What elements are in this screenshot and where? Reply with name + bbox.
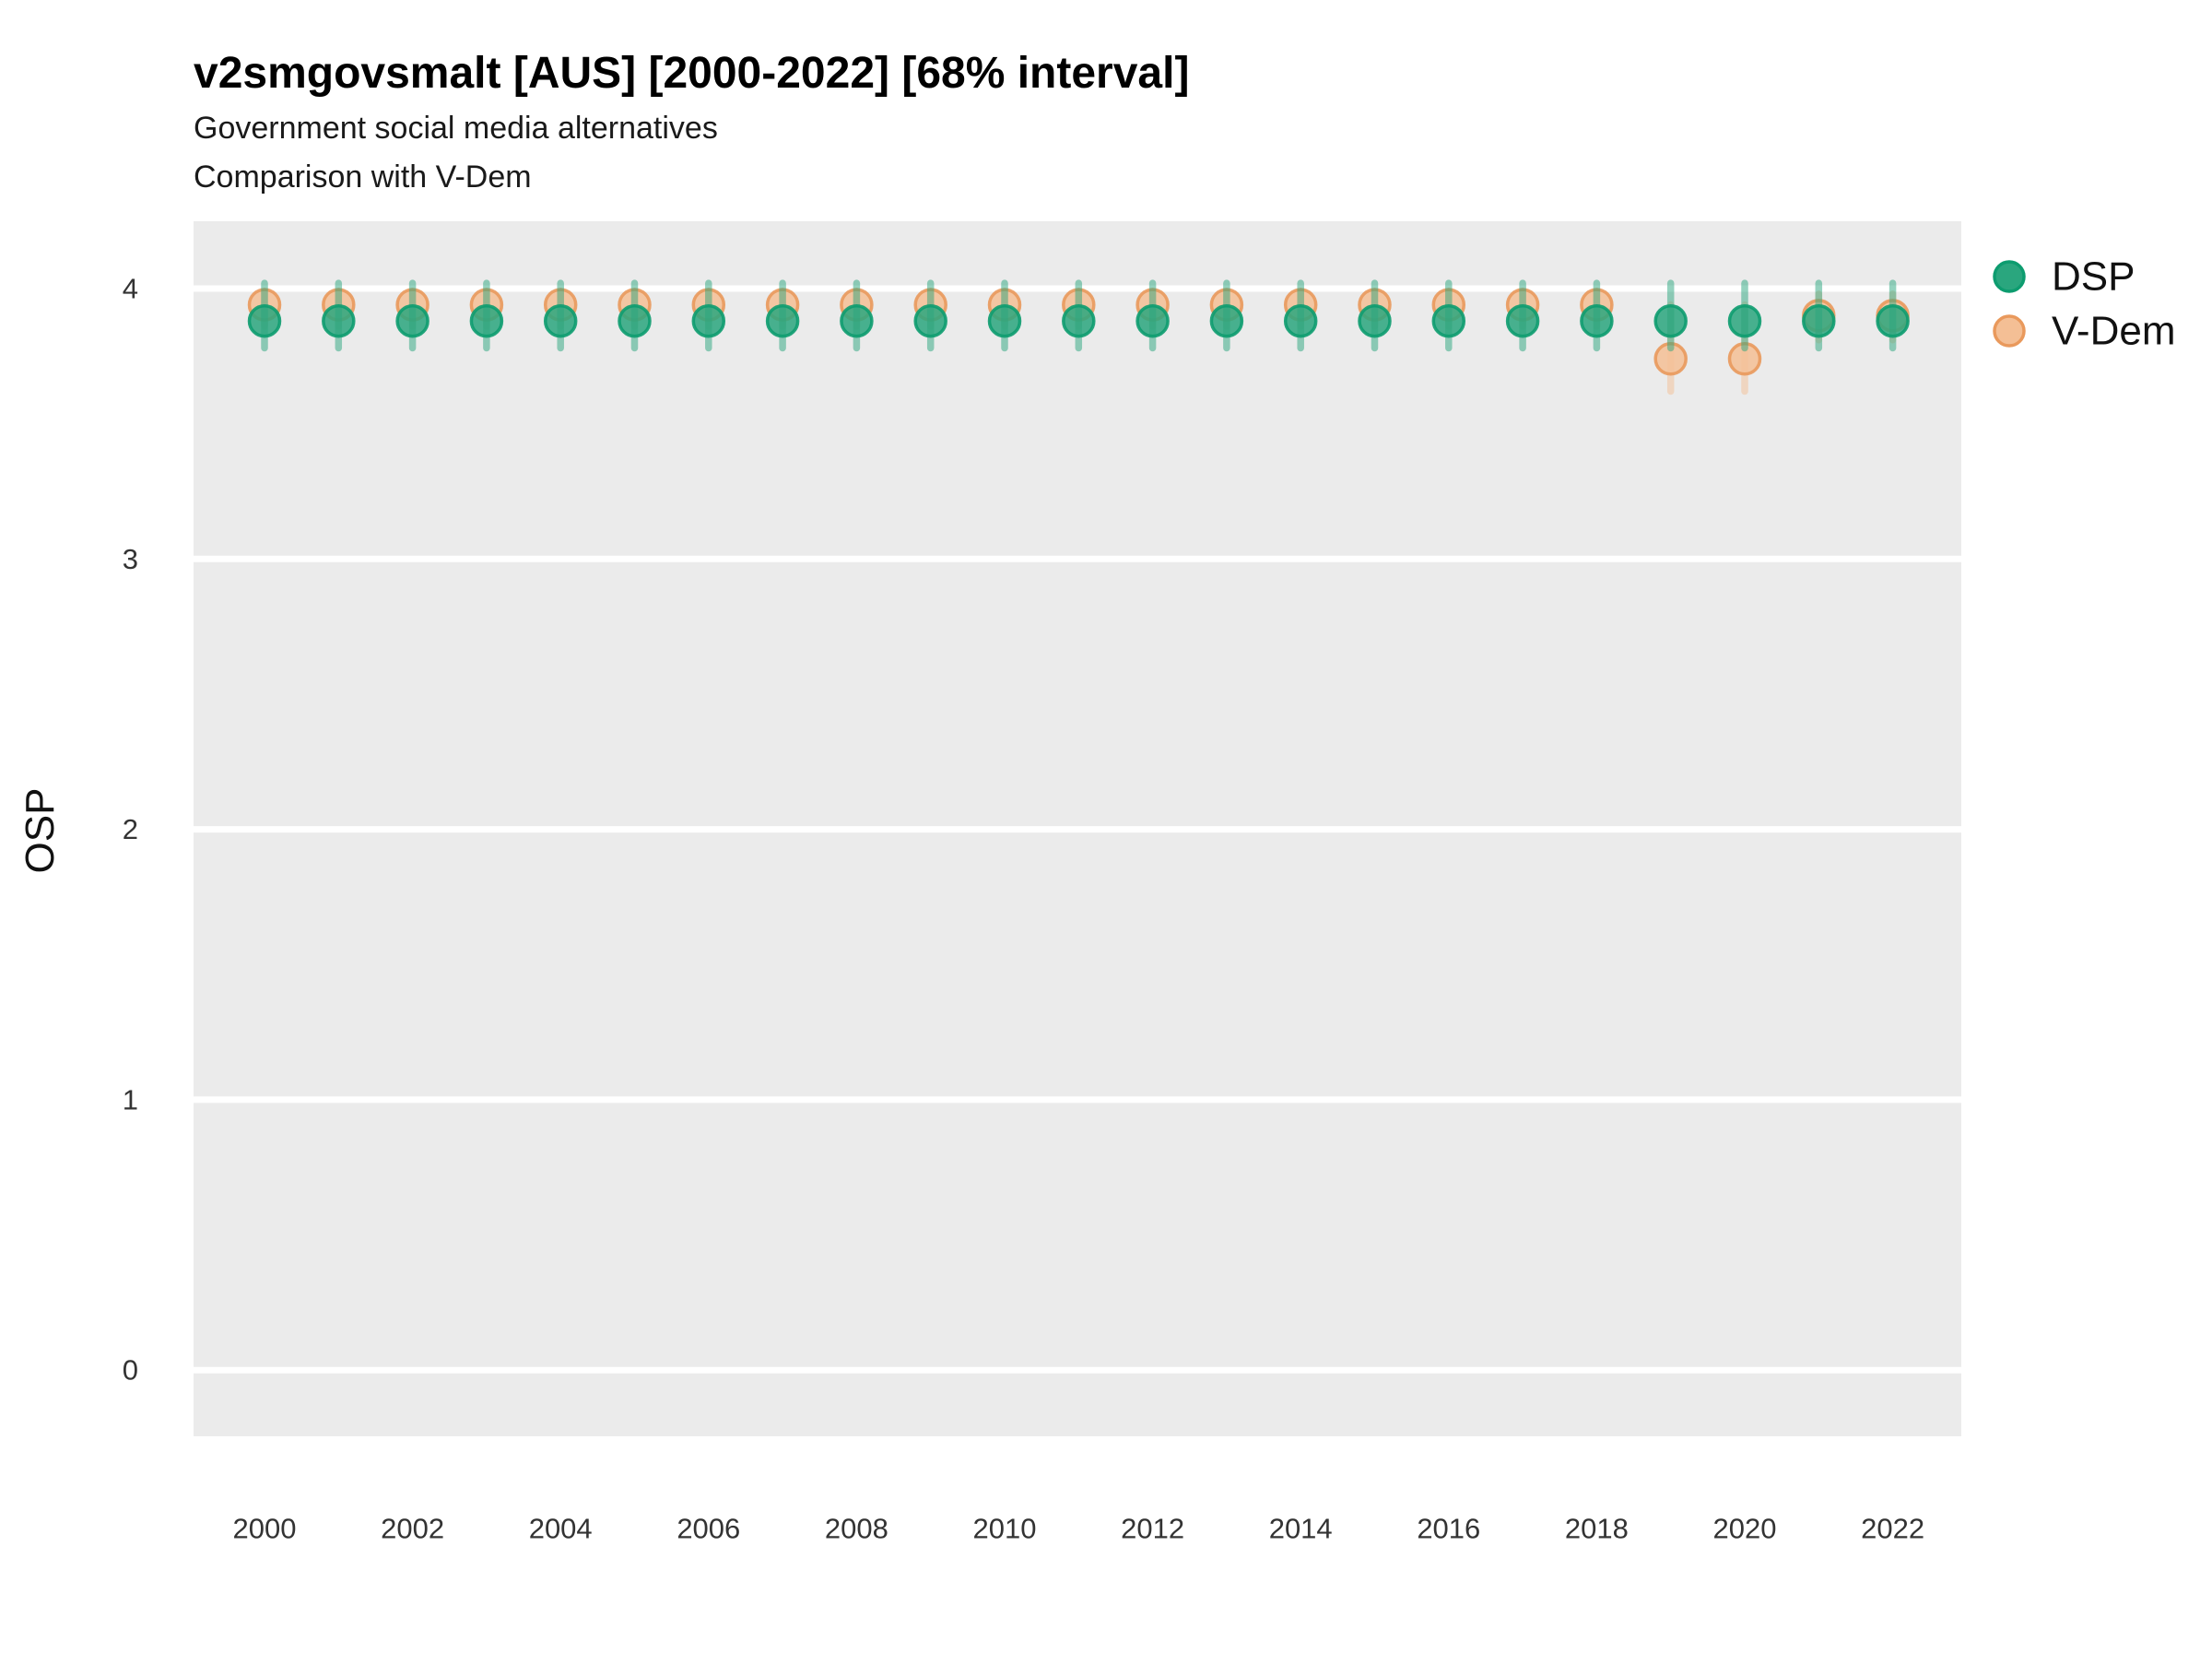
data-point-dsp-2013 [1209,303,1244,338]
data-point-dsp-2019 [1653,303,1688,338]
data-point-dsp-2006 [691,303,726,338]
x-tick-label-2010: 2010 [973,1513,1037,1545]
chart-title: v2smgovsmalt [AUS] [2000-2022] [68% inte… [194,49,1189,98]
data-point-dsp-2000 [247,303,282,338]
y-tick-label-1: 1 [123,1083,138,1115]
data-point-dsp-2010 [987,303,1022,338]
x-tick-label-2016: 2016 [1417,1513,1480,1545]
data-point-dsp-2005 [618,303,652,338]
data-point-dsp-2007 [765,303,800,338]
legend-label-dsp: DSP [2052,254,2135,300]
data-point-dsp-2016 [1431,303,1466,338]
legend-key-dsp [1993,260,2026,293]
data-point-dsp-2002 [395,303,429,338]
legend-label-v-dem: V-Dem [2052,309,2175,354]
data-point-dsp-2003 [469,303,504,338]
x-tick-label-2020: 2020 [1713,1513,1777,1545]
chart-subtitle-line1: Government social media alternatives [194,111,718,146]
x-tick-label-2006: 2006 [677,1513,740,1545]
legend: DSP V-Dem [1993,254,2175,354]
data-point-dsp-2004 [543,303,578,338]
gridlines [194,285,1961,1374]
x-tick-label-2000: 2000 [233,1513,297,1545]
data-point-dsp-2011 [1062,303,1096,338]
data-point-dsp-2014 [1283,303,1318,338]
x-tick-label-2012: 2012 [1121,1513,1184,1545]
y-tick-label-2: 2 [123,813,138,845]
x-tick-label-2022: 2022 [1861,1513,1924,1545]
data-point-dsp-2001 [322,303,356,338]
axis-tick-labels: 0 1 2 3 4 2000 2002 2004 2006 2008 2010 2012 2014 201… [123,273,1924,1545]
y-axis-title: OSP [18,788,63,874]
x-tick-label-2018: 2018 [1565,1513,1629,1545]
data-point-dsp-2022 [1876,303,1910,338]
data-point-dsp-2017 [1505,303,1540,338]
data-point-dsp-2015 [1358,303,1392,338]
chart-subtitle-line2: Comparison with V-Dem [194,159,532,195]
data-point-dsp-2020 [1727,303,1762,338]
x-tick-label-2008: 2008 [825,1513,888,1545]
x-tick-label-2004: 2004 [529,1513,593,1545]
x-tick-label-2002: 2002 [381,1513,444,1545]
y-tick-label-0: 0 [123,1354,138,1387]
data-point-dsp-2009 [913,303,947,338]
y-tick-label-3: 3 [123,543,138,575]
data-points [247,279,1910,395]
data-point-dsp-2008 [840,303,874,338]
x-tick-label-2014: 2014 [1269,1513,1333,1545]
y-tick-label-4: 4 [123,273,138,305]
data-point-dsp-2021 [1802,303,1836,338]
legend-key-v-dem [1993,314,2026,348]
data-point-dsp-2012 [1135,303,1170,338]
data-point-dsp-2018 [1580,303,1614,338]
